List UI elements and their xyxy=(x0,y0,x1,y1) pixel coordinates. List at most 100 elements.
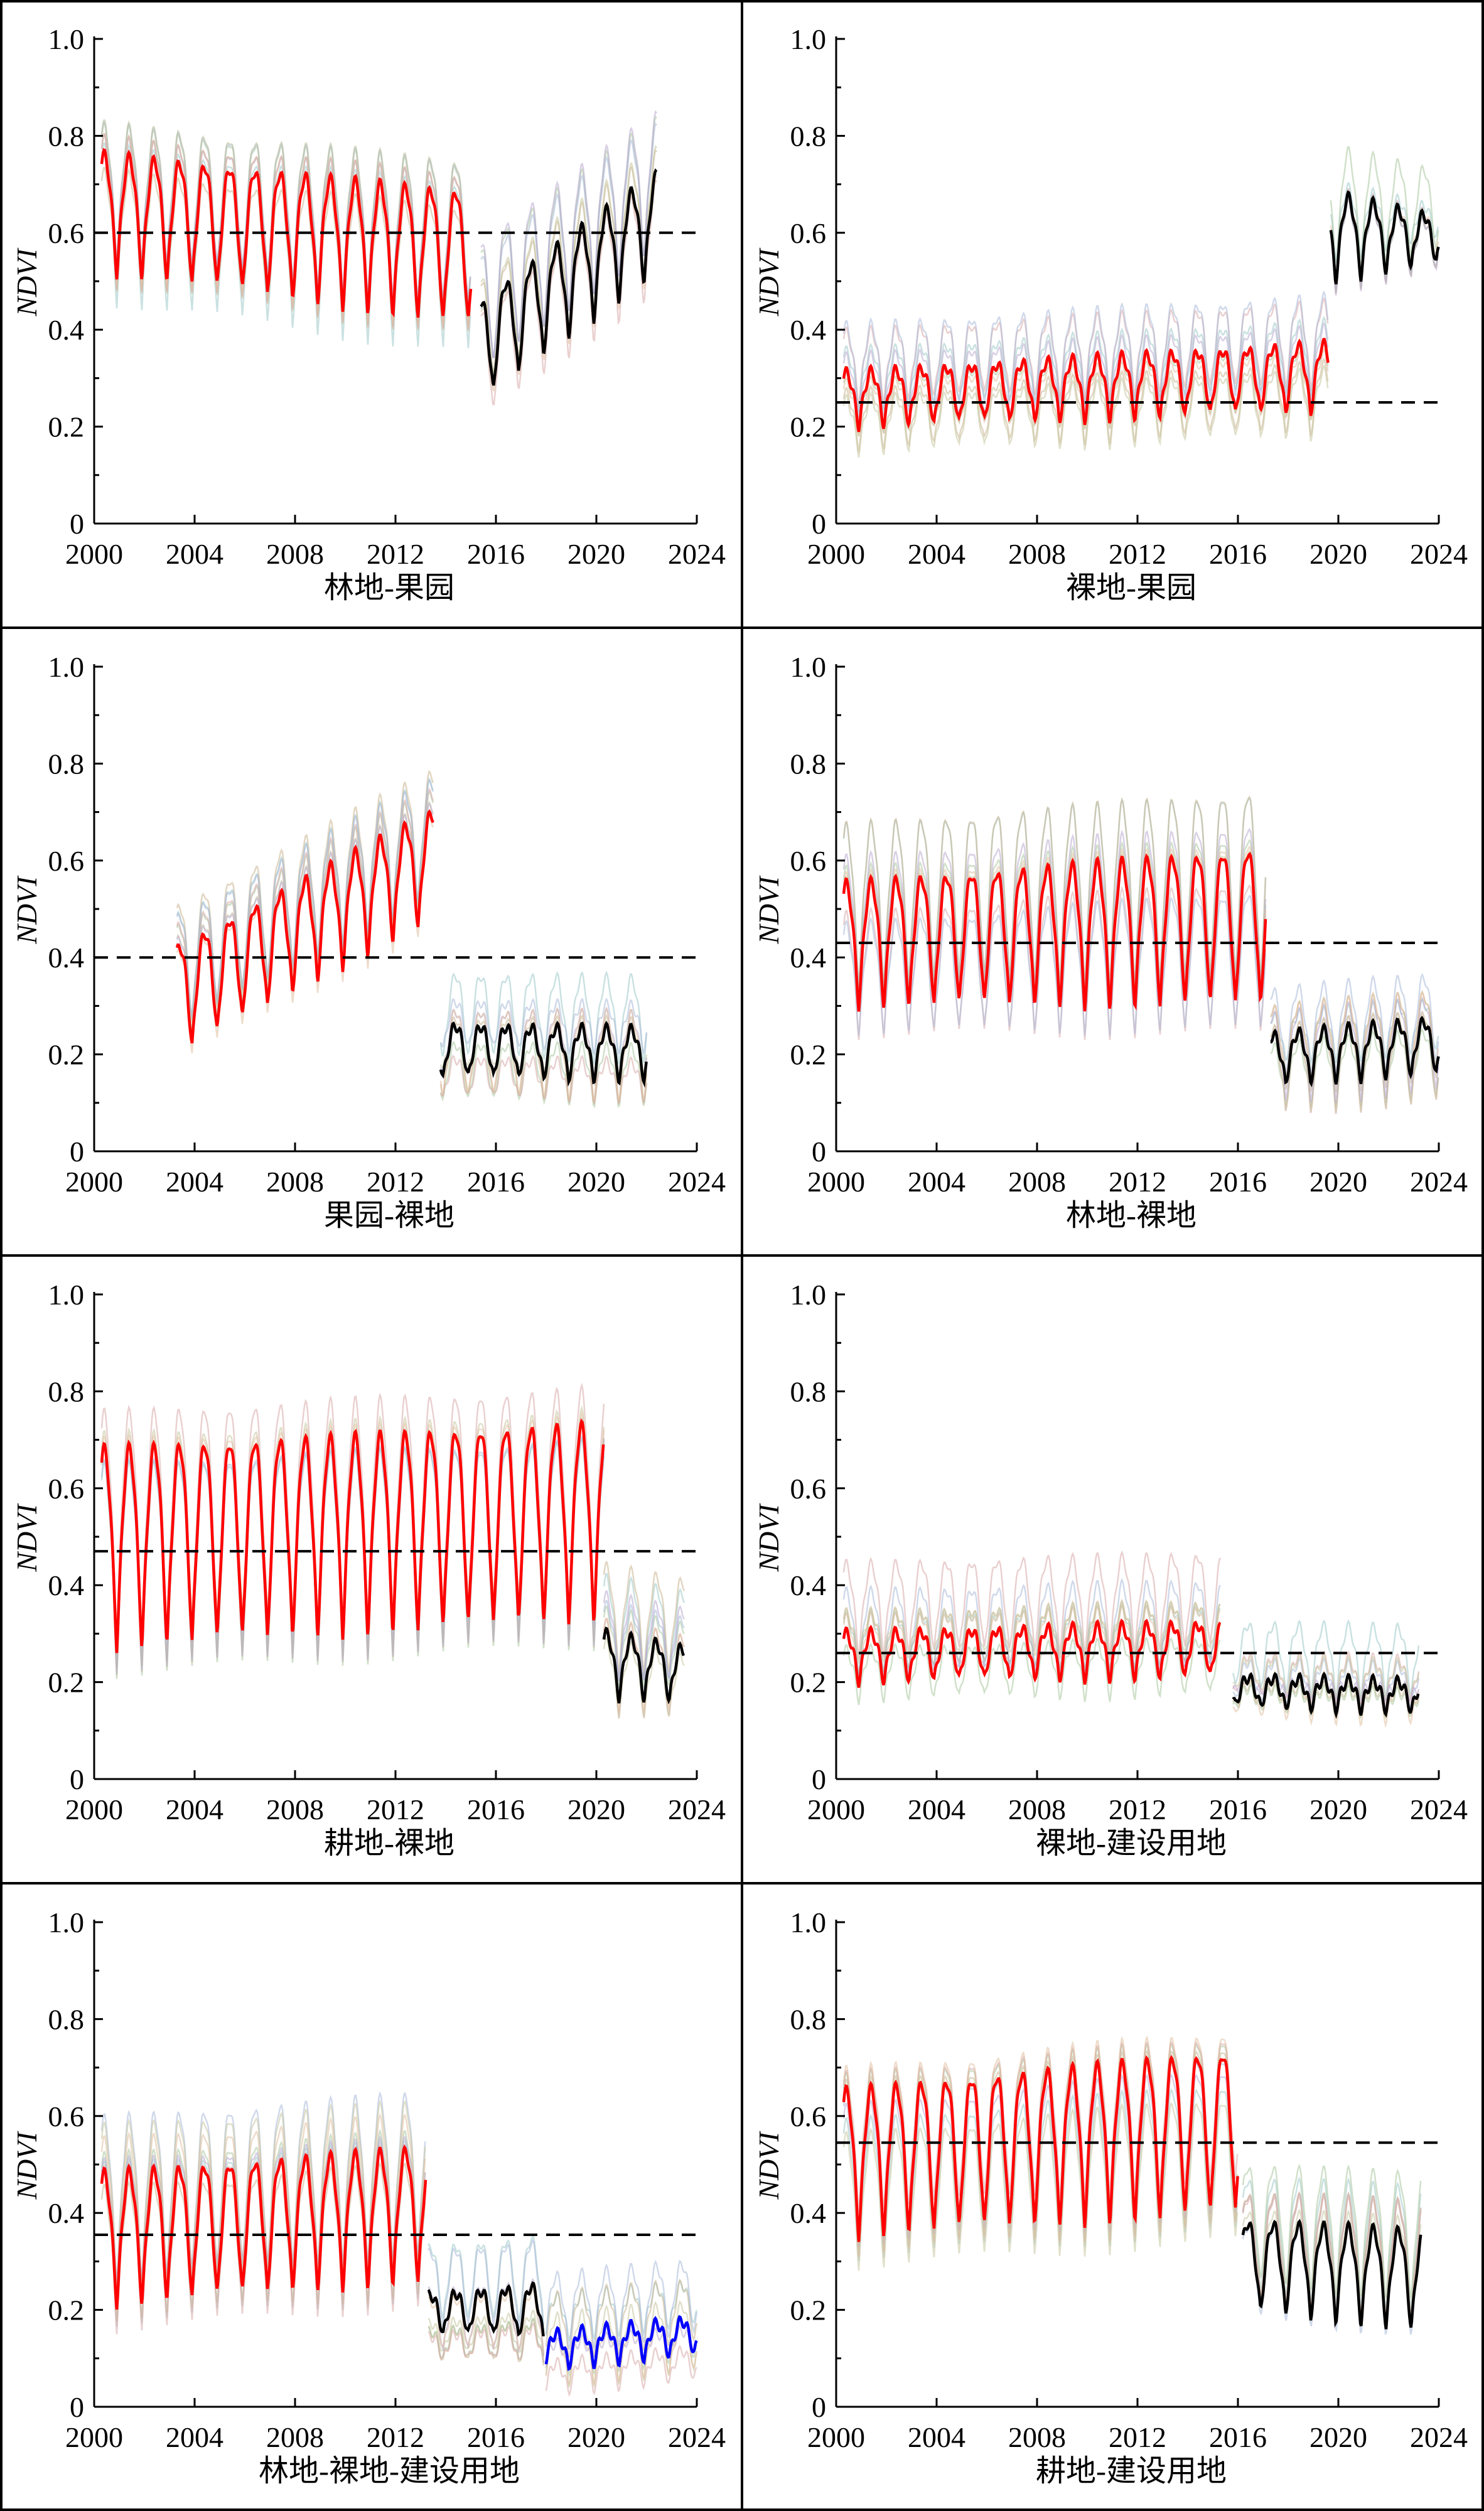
series-line-before xyxy=(842,851,1267,1012)
x-tick-label: 2012 xyxy=(367,1166,424,1198)
x-tick-label: 2016 xyxy=(467,2421,525,2453)
sample-pixel-line xyxy=(1242,2163,1422,2298)
sample-pixel-line xyxy=(545,2278,698,2358)
series-line-after xyxy=(480,168,658,386)
chart-panel: 0 0.2 0.4 0.6 0.8 1.0 2000 2004 2008 2012 2016 2020… xyxy=(753,651,1468,1232)
x-tick-label: 2016 xyxy=(1209,538,1267,570)
x-tick-label: 2008 xyxy=(1008,2421,1066,2453)
y-tick-label: 0.2 xyxy=(790,411,827,443)
chart-panel: 0 0.2 0.4 0.6 0.8 1.0 2000 2004 2008 2012 2016 2020… xyxy=(11,1279,726,1860)
y-tick-label: 0.6 xyxy=(48,1473,85,1505)
x-tick-label: 2016 xyxy=(1209,1166,1267,1198)
series-line-first xyxy=(100,2144,427,2310)
x-tick-label: 2024 xyxy=(1410,538,1468,570)
sample-pixel-line xyxy=(1269,996,1439,1104)
panel-title: 裸地-建设用地 xyxy=(1036,1827,1227,1860)
y-tick-label: 0.6 xyxy=(790,845,827,877)
x-tick-label: 2016 xyxy=(467,538,525,570)
series-line-before xyxy=(842,1618,1222,1688)
sample-pixel-line xyxy=(427,2234,545,2326)
x-tick-label: 2004 xyxy=(166,538,223,570)
y-tick-label: 0.4 xyxy=(790,942,827,974)
x-tick-label: 2024 xyxy=(668,538,726,570)
y-tick-label: 1.0 xyxy=(48,1906,85,1938)
panel-title: 裸地-果园 xyxy=(1066,571,1196,605)
x-tick-label: 2024 xyxy=(668,1166,726,1198)
sample-pixel-line xyxy=(100,2112,426,2294)
x-tick-label: 2008 xyxy=(266,1793,324,1825)
sample-pixel-line xyxy=(1269,973,1439,1078)
y-tick-label: 0.6 xyxy=(790,1473,827,1505)
series-line-third xyxy=(544,2315,698,2372)
y-tick-label: 1.0 xyxy=(48,651,85,683)
sample-pixel-line xyxy=(439,971,648,1066)
sample-pixel-line xyxy=(439,997,648,1057)
y-tick-label: 0 xyxy=(812,1136,826,1168)
sample-pixel-line xyxy=(842,2102,1239,2271)
y-tick-label: 0.4 xyxy=(790,314,827,346)
x-tick-label: 2016 xyxy=(467,1793,525,1825)
y-tick-label: 0.8 xyxy=(790,1375,827,1407)
x-tick-label: 2020 xyxy=(1309,538,1367,570)
y-tick-label: 0 xyxy=(812,1763,826,1795)
series-line-after xyxy=(1232,1671,1420,1719)
panel-title: 林地-果园 xyxy=(324,571,454,605)
x-tick-label: 2020 xyxy=(567,1793,625,1825)
y-axis-label: NDVI xyxy=(11,247,43,317)
y-tick-label: 0.4 xyxy=(48,1569,85,1601)
y-tick-label: 0.6 xyxy=(790,217,827,249)
x-tick-label: 2024 xyxy=(668,1793,726,1825)
sample-pixel-line xyxy=(1242,2176,1422,2309)
chart-panel: 0 0.2 0.4 0.6 0.8 1.0 2000 2004 2008 2012 2016 2020… xyxy=(11,23,726,605)
panel-title: 耕地-裸地 xyxy=(324,1827,454,1860)
y-tick-label: 0 xyxy=(70,1136,84,1168)
x-tick-label: 2020 xyxy=(1309,1166,1367,1198)
x-tick-label: 2008 xyxy=(1008,1793,1066,1825)
series-line-after xyxy=(1241,2218,1422,2330)
sample-pixel-line xyxy=(427,2309,545,2357)
y-tick-label: 0 xyxy=(70,2391,84,2423)
y-axis-label: NDVI xyxy=(753,875,785,945)
sample-pixel-line xyxy=(842,1636,1221,1706)
chart-panel: 0 0.2 0.4 0.6 0.8 1.0 2000 2004 2008 2012 2016 2020… xyxy=(753,1906,1468,2488)
x-tick-label: 2012 xyxy=(367,1793,424,1825)
panel-title: 耕地-建设用地 xyxy=(1036,2455,1227,2488)
y-tick-label: 0.6 xyxy=(790,2100,827,2132)
x-tick-label: 2020 xyxy=(567,1166,625,1198)
x-tick-label: 2000 xyxy=(65,1166,123,1198)
x-tick-label: 2000 xyxy=(807,1166,865,1198)
y-tick-label: 0.2 xyxy=(790,2294,827,2326)
x-tick-label: 2004 xyxy=(908,1793,965,1825)
x-tick-label: 2004 xyxy=(166,2421,223,2453)
sample-pixel-line xyxy=(480,178,658,406)
y-tick-label: 0.4 xyxy=(790,2197,827,2229)
x-tick-label: 2012 xyxy=(1109,2421,1166,2453)
x-tick-label: 2020 xyxy=(1309,1793,1367,1825)
sample-pixel-line xyxy=(100,1382,605,1642)
sample-pixel-line xyxy=(842,364,1329,458)
series-line-before xyxy=(175,809,434,1044)
x-tick-label: 2000 xyxy=(65,538,123,570)
series-line-before xyxy=(842,337,1330,433)
y-axis-label: NDVI xyxy=(753,1503,785,1573)
chart-panel: 0 0.2 0.4 0.6 0.8 1.0 2000 2004 2008 2012 2016 2020… xyxy=(11,651,726,1232)
x-tick-label: 2000 xyxy=(807,2421,865,2453)
x-tick-label: 2004 xyxy=(908,2421,965,2453)
y-axis-label: NDVI xyxy=(753,2131,785,2200)
x-tick-label: 2008 xyxy=(1008,538,1066,570)
panel-title: 林地-裸地 xyxy=(1066,1199,1196,1232)
sample-pixel-line xyxy=(1330,146,1439,276)
x-tick-label: 2020 xyxy=(1309,2421,1367,2453)
series-line-second xyxy=(427,2281,545,2337)
y-tick-label: 1.0 xyxy=(790,651,827,683)
y-tick-label: 0 xyxy=(70,508,84,540)
x-tick-label: 2012 xyxy=(1109,1166,1166,1198)
x-tick-label: 2004 xyxy=(166,1793,223,1825)
y-tick-label: 0.8 xyxy=(790,2003,827,2035)
y-tick-label: 1.0 xyxy=(790,1279,827,1311)
y-tick-label: 0.8 xyxy=(48,2003,85,2035)
y-tick-label: 0 xyxy=(812,508,826,540)
y-tick-label: 0.6 xyxy=(48,2100,85,2132)
sample-pixel-line xyxy=(603,1590,686,1681)
